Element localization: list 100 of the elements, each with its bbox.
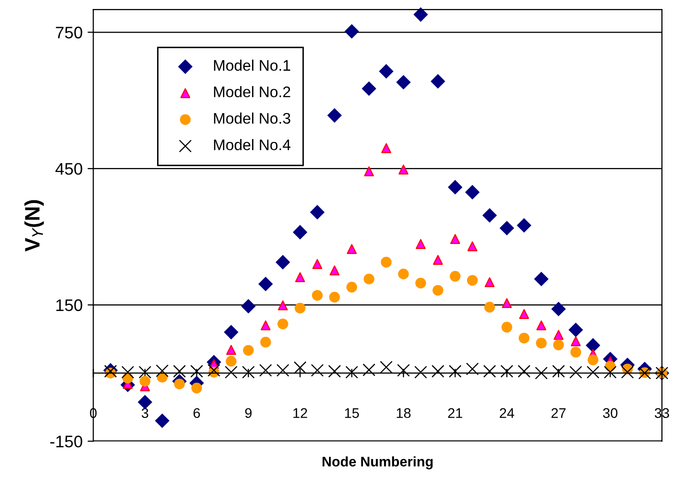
point xyxy=(380,256,392,268)
point xyxy=(430,74,446,89)
point xyxy=(396,74,411,90)
point xyxy=(312,259,322,269)
point xyxy=(138,366,152,379)
point xyxy=(536,320,546,330)
point xyxy=(484,277,495,288)
point xyxy=(224,366,238,379)
point xyxy=(208,364,220,377)
point xyxy=(588,354,598,366)
point xyxy=(552,364,565,378)
point xyxy=(450,270,461,282)
point xyxy=(500,220,514,236)
point xyxy=(414,366,428,379)
point xyxy=(362,364,376,376)
point xyxy=(432,284,444,296)
y-tick-label: -150 xyxy=(50,436,82,448)
point xyxy=(330,265,340,276)
point xyxy=(140,376,150,387)
point xyxy=(568,322,584,338)
point xyxy=(518,364,530,378)
point xyxy=(604,366,617,379)
point xyxy=(174,378,185,390)
point xyxy=(345,366,358,379)
x-tick-label: 18 xyxy=(396,408,411,418)
point xyxy=(276,364,290,377)
point xyxy=(448,180,462,194)
point xyxy=(138,394,152,410)
point xyxy=(294,361,306,374)
point xyxy=(500,364,514,378)
point xyxy=(378,64,394,79)
point xyxy=(586,366,600,379)
point xyxy=(536,338,547,348)
point xyxy=(344,24,360,39)
point xyxy=(381,143,392,154)
x-tick-label: 12 xyxy=(293,408,308,418)
point xyxy=(278,300,288,310)
y-axis-title: V$_{Y}$(N) xyxy=(24,200,44,252)
point xyxy=(346,282,358,293)
point xyxy=(553,340,564,350)
point xyxy=(482,208,497,223)
x-tick-label: 24 xyxy=(500,408,514,418)
point xyxy=(466,362,479,376)
y-tick-label: 450 xyxy=(55,162,82,175)
point xyxy=(364,166,374,176)
legend-label: Model No.1 xyxy=(214,60,290,71)
point xyxy=(156,364,169,378)
point xyxy=(516,218,532,233)
point xyxy=(448,364,462,378)
point xyxy=(154,413,170,428)
point xyxy=(224,324,238,340)
point xyxy=(432,254,443,265)
point xyxy=(570,346,582,358)
point xyxy=(432,364,444,378)
point xyxy=(226,344,236,355)
point xyxy=(242,366,255,379)
point xyxy=(380,360,393,374)
point xyxy=(310,204,325,220)
point xyxy=(397,364,410,377)
point xyxy=(258,276,273,292)
point xyxy=(518,332,530,344)
legend-label: Model No.4 xyxy=(214,139,290,150)
point xyxy=(310,364,324,377)
point xyxy=(328,364,341,378)
point xyxy=(621,366,634,379)
point xyxy=(276,254,290,270)
point xyxy=(295,272,306,282)
x-tick-label: 3 xyxy=(142,408,148,418)
point xyxy=(484,302,495,313)
point xyxy=(534,366,548,380)
point xyxy=(346,244,357,254)
point xyxy=(467,274,478,286)
x-tick-label: 21 xyxy=(448,408,462,418)
x-tick-label: 6 xyxy=(194,408,200,418)
point xyxy=(398,268,409,280)
point xyxy=(416,239,426,249)
point xyxy=(312,290,323,301)
point xyxy=(277,318,288,330)
point xyxy=(467,241,478,252)
point xyxy=(121,366,134,379)
point xyxy=(327,108,342,123)
point xyxy=(415,278,426,288)
point xyxy=(501,322,512,333)
point xyxy=(569,366,582,379)
point xyxy=(413,7,428,22)
point xyxy=(243,344,254,356)
point xyxy=(259,364,272,377)
point xyxy=(534,272,549,286)
point xyxy=(292,224,308,240)
legend-label: Model No.3 xyxy=(214,112,290,124)
x-tick-label: 9 xyxy=(245,408,252,418)
x-tick-label: 27 xyxy=(552,408,566,418)
point xyxy=(173,364,186,378)
point xyxy=(260,336,271,348)
point xyxy=(294,302,306,314)
point xyxy=(570,336,581,346)
point xyxy=(465,184,480,200)
point xyxy=(502,298,512,308)
point xyxy=(226,356,237,367)
point xyxy=(191,382,202,394)
